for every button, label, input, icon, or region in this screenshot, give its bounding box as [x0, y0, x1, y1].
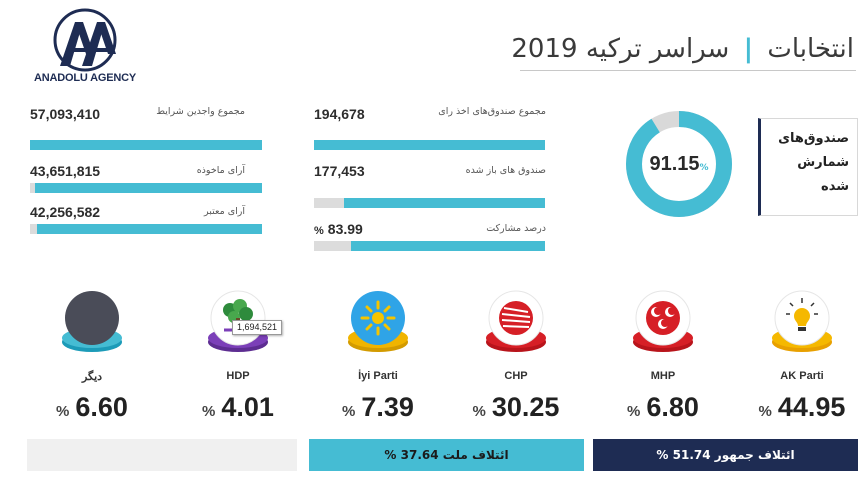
eligible-voters-bar — [30, 140, 262, 150]
party-name: دیگر — [81, 371, 103, 383]
anadolu-agency-logo: ANADOLU AGENCY — [30, 8, 140, 90]
valid-votes-label: آرای معتبر — [204, 206, 245, 217]
title-word: انتخابات — [767, 34, 854, 64]
valid-votes-bar-fill — [36, 224, 262, 234]
donut-fill — [626, 111, 732, 217]
percent-value: 44.95 — [777, 392, 846, 422]
votes-cast-label: آرای ماخوذه — [196, 165, 245, 176]
page-title: 2019 انتخابات | سراسر ترکیه — [511, 34, 854, 64]
party-ak-parti[interactable]: AK Parti % 44.95 — [742, 290, 862, 430]
party-percent: % 6.60 — [32, 392, 152, 423]
donut-value-unit: % — [699, 163, 709, 173]
title-year: 2019 — [511, 34, 578, 64]
alliance-percent: 51.74 — [672, 448, 711, 462]
aa-emblem-icon — [53, 8, 117, 72]
opened-boxes-value: 177,453 — [314, 163, 365, 179]
total-boxes-label: مجموع صندوق‌های اخذ رای — [438, 106, 546, 117]
alliance-percent: 37.64 — [400, 448, 439, 462]
valid-votes-bar — [30, 224, 262, 234]
party-percent: % 4.01 — [178, 392, 298, 423]
donut-value: 91.15% — [623, 153, 735, 176]
alliance-label: ائتلاف جمهور — [714, 448, 795, 462]
party-hdp[interactable]: HDP % 4.01 — [178, 290, 298, 430]
percent-unit: % — [56, 403, 70, 420]
percent-unit: % — [342, 403, 356, 420]
opened-boxes-bar-fill — [344, 198, 545, 208]
gray-circle-icon — [62, 291, 122, 352]
counted-boxes-donut: 91.15% — [623, 108, 735, 220]
turnout-bar-fill — [350, 241, 545, 251]
title-separator: | — [743, 34, 754, 64]
title-divider — [520, 70, 856, 71]
party-percent: % 6.80 — [603, 392, 723, 423]
alliance-unit: % — [656, 448, 669, 462]
party-percent: % 44.95 — [742, 392, 862, 423]
total-boxes-bar — [314, 140, 545, 150]
party-percent: % 30.25 — [456, 392, 576, 423]
percent-unit: % — [758, 403, 772, 420]
logo-text: ANADOLU AGENCY — [34, 72, 136, 84]
percent-value: 7.39 — [361, 392, 414, 422]
donut-chart — [626, 111, 732, 217]
percent-unit: % — [472, 403, 486, 420]
opened-boxes-bar — [314, 198, 545, 208]
party-name: AK Parti — [780, 370, 824, 382]
eligible-voters-bar-fill — [30, 140, 262, 150]
alliance-other-bar — [27, 439, 297, 471]
percent-value: 30.25 — [491, 392, 560, 422]
party-name: HDP — [226, 370, 250, 382]
party-iyi-parti[interactable]: İyi Parti % 7.39 — [318, 290, 438, 430]
alliance-unit: % — [384, 448, 397, 462]
eligible-voters-label: مجموع واجدین شرایط — [156, 106, 245, 117]
party-chp[interactable]: CHP % 30.25 — [456, 290, 576, 430]
alliance-millet-bar[interactable]: % 37.64 ائتلاف ملت — [309, 439, 584, 471]
votes-cast-value: 43,651,815 — [30, 163, 101, 179]
turnout-value: % 83.99 — [314, 221, 363, 237]
title-scope: سراسر ترکیه — [585, 34, 730, 64]
votes-cast-bar-fill — [34, 183, 262, 193]
turnout-unit: % — [314, 225, 324, 237]
party-percent: % 7.39 — [318, 392, 438, 423]
party-other[interactable]: دیگر % 6.60 — [32, 290, 152, 430]
crescents-icon — [633, 290, 693, 352]
sun-icon — [348, 291, 408, 352]
donut-value-number: 91.15 — [649, 153, 700, 175]
eligible-voters-value: 57,093,410 — [30, 106, 101, 122]
percent-value: 6.60 — [75, 392, 128, 422]
turnout-number: 83.99 — [327, 221, 363, 237]
percent-unit: % — [627, 403, 641, 420]
percent-value: 4.01 — [221, 392, 274, 422]
percent-value: 6.80 — [646, 392, 699, 422]
total-boxes-bar-fill — [314, 140, 545, 150]
turnout-bar — [314, 241, 545, 251]
votes-cast-bar — [30, 183, 262, 193]
turnout-label: درصد مشارکت — [486, 223, 546, 234]
percent-unit: % — [202, 403, 216, 420]
party-name: İyi Parti — [358, 370, 398, 382]
counted-boxes-label: صندوق‌های شمارش شده — [758, 118, 858, 216]
opened-boxes-label: صندوق های باز شده — [465, 165, 546, 176]
alliance-cumhur-bar[interactable]: % 51.74 ائتلاف جمهور — [593, 439, 858, 471]
lightbulb-icon — [772, 290, 832, 352]
total-boxes-value: 194,678 — [314, 106, 365, 122]
hover-tooltip: 1,694,521 — [232, 320, 283, 335]
party-name: MHP — [650, 370, 676, 382]
party-mhp[interactable]: MHP % 6.80 — [603, 290, 723, 430]
valid-votes-value: 42,256,582 — [30, 204, 101, 220]
six-arrows-icon — [486, 290, 546, 352]
alliance-label: ائتلاف ملت — [442, 448, 509, 462]
party-name: CHP — [504, 370, 528, 382]
